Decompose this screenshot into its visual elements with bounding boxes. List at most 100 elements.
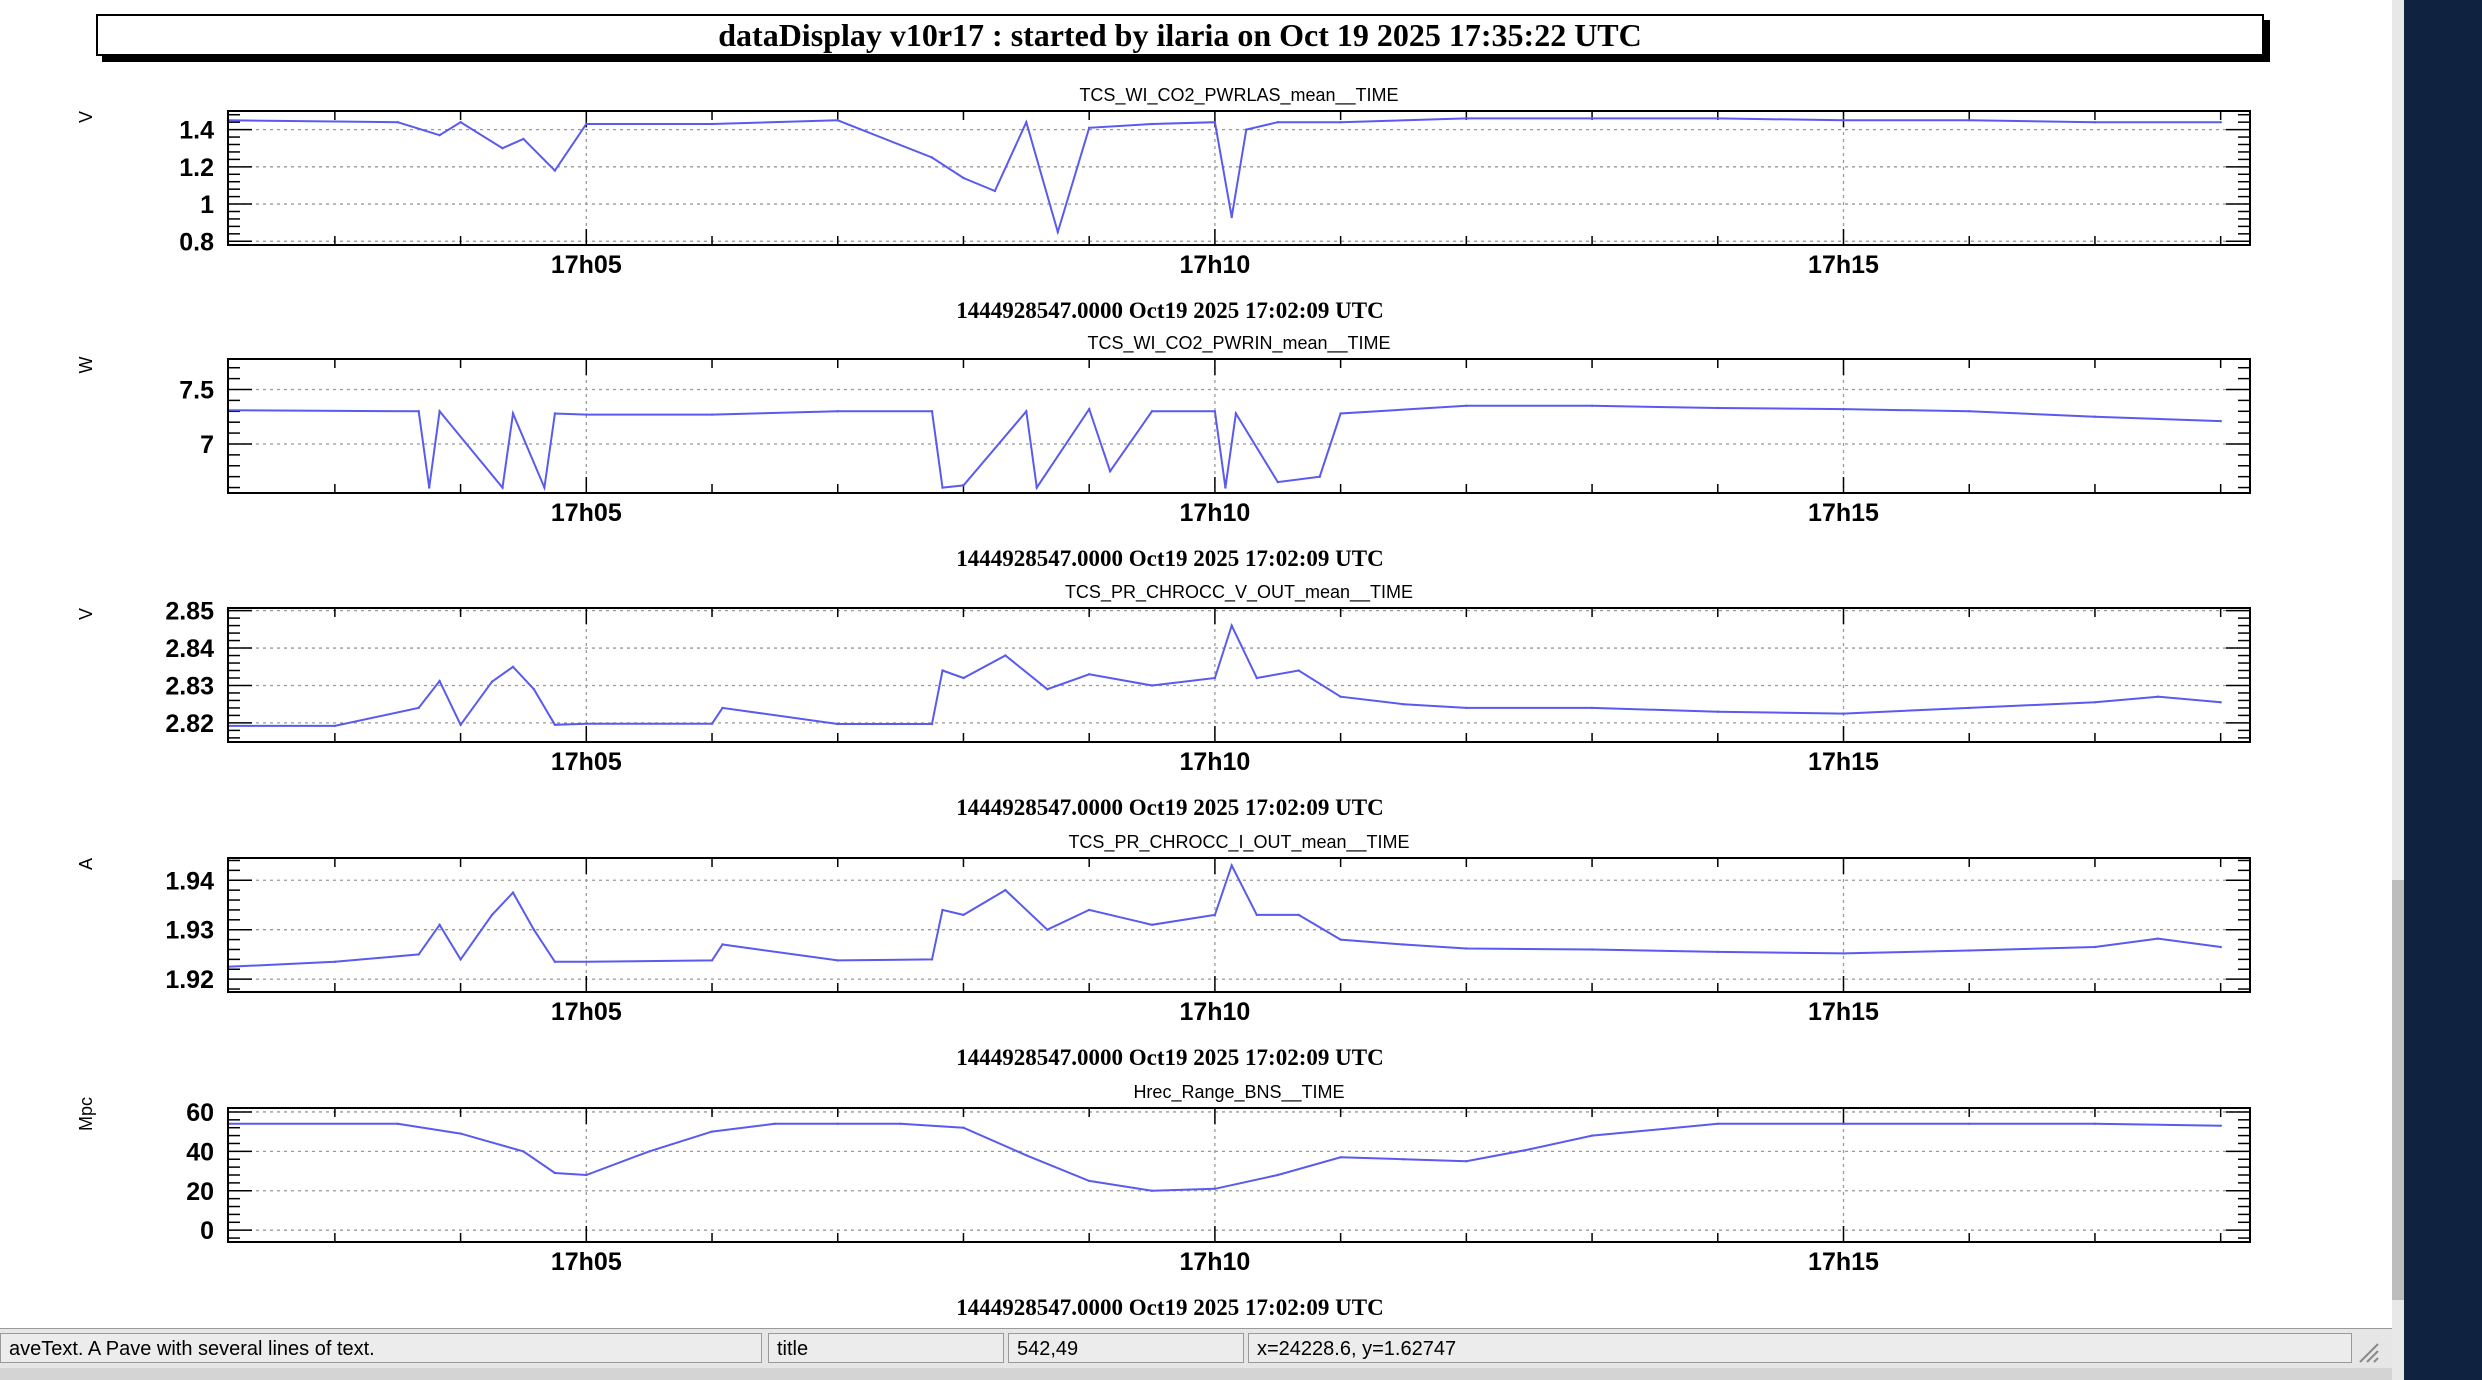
- data-point: [1046, 928, 1049, 931]
- data-point: [1402, 703, 1405, 706]
- plot-title: TCS_PR_CHROCC_V_OUT_mean__TIME: [1065, 582, 1413, 603]
- data-point: [585, 413, 588, 416]
- data-point: [543, 486, 546, 489]
- data-point: [710, 722, 714, 725]
- x-tick-label: 17h15: [1808, 998, 1879, 1026]
- y-tick-label: 0.8: [179, 228, 214, 256]
- plots-canvas[interactable]: 0.8 1 1.2 1.4 17h05 17h10 17h15 TCS_WI_CO2_PWRL…: [0, 0, 2392, 1328]
- data-point: [1150, 923, 1154, 926]
- data-point: [2156, 937, 2159, 940]
- data-point: [1842, 119, 1845, 122]
- data-point: [1088, 407, 1091, 411]
- data-point: [1842, 407, 1845, 411]
- data-point: [930, 156, 934, 159]
- y-tick-label: 1.4: [179, 117, 214, 145]
- data-point: [836, 1122, 839, 1126]
- data-point: [1230, 215, 1233, 219]
- y-tick-label: 0: [200, 1217, 214, 1245]
- y-tick-label: 20: [186, 1178, 214, 1206]
- x-tick-label: 17h05: [551, 251, 622, 279]
- plot-frame: [227, 110, 2251, 246]
- data-point: [1339, 938, 1342, 941]
- data-point: [438, 679, 441, 683]
- data-point: [1276, 480, 1280, 484]
- data-point: [1465, 117, 1468, 120]
- plot-title: TCS_WI_CO2_PWRIN_mean__TIME: [1087, 333, 1390, 354]
- data-point: [962, 913, 965, 917]
- data-point: [1968, 410, 1971, 413]
- y-tick-label: 40: [186, 1138, 214, 1166]
- y-tick-label: 60: [186, 1099, 214, 1127]
- desktop-background: [2392, 0, 2482, 1380]
- data-point: [585, 122, 588, 126]
- resize-grip-icon[interactable]: [2356, 1340, 2380, 1364]
- data-point: [490, 680, 494, 683]
- data-point: [438, 134, 441, 137]
- data-point: [1339, 695, 1342, 698]
- data-point: [899, 1122, 902, 1126]
- status-data-coords: x=24228.6, y=1.62747: [1248, 1333, 2352, 1363]
- time-offset-label: 1444928547.0000 Oct19 2025 17:02:09 UTC: [956, 1295, 1383, 1320]
- data-point: [1465, 947, 1468, 950]
- data-point: [1590, 706, 1594, 710]
- data-point: [1004, 654, 1007, 657]
- data-point: [1842, 712, 1845, 715]
- data-point: [1339, 121, 1342, 124]
- data-point: [501, 147, 504, 150]
- data-point: [553, 1171, 557, 1175]
- data-point: [501, 486, 504, 489]
- x-tick-label: 17h15: [1808, 499, 1879, 527]
- data-point: [1402, 1158, 1405, 1161]
- y-unit-label: W: [76, 357, 96, 374]
- data-point: [710, 959, 714, 962]
- data-point: [1088, 126, 1091, 129]
- x-tick-label: 17h10: [1179, 998, 1250, 1026]
- data-point: [1088, 1179, 1091, 1183]
- plot-title: Hrec_Range_BNS__TIME: [1133, 1082, 1344, 1103]
- data-point: [1150, 684, 1154, 687]
- data-point: [417, 953, 420, 956]
- time-offset-label: 1444928547.0000 Oct19 2025 17:02:09 UTC: [956, 298, 1383, 323]
- y-unit-label: V: [76, 608, 96, 620]
- y-unit-label: V: [76, 111, 96, 123]
- data-point: [428, 486, 431, 489]
- data-point: [773, 1122, 777, 1126]
- plot-title: TCS_WI_CO2_PWRLAS_mean__TIME: [1079, 85, 1398, 106]
- y-tick-label: 2.83: [165, 672, 214, 700]
- status-object-info: aveText. A Pave with several lines of te…: [0, 1333, 762, 1363]
- data-point: [721, 706, 724, 710]
- data-point: [1234, 412, 1238, 415]
- series-line: [228, 622, 2221, 727]
- title-pave[interactable]: dataDisplay v10r17 : started by ilaria o…: [96, 14, 2264, 56]
- data-point: [2219, 945, 2222, 949]
- data-point: [1108, 470, 1112, 473]
- x-tick-label: 17h05: [551, 1248, 622, 1276]
- data-point: [2093, 121, 2097, 124]
- data-point: [585, 960, 588, 963]
- x-tick-label: 17h10: [1179, 1248, 1250, 1276]
- plot-frame: [227, 358, 2251, 494]
- data-point: [511, 891, 515, 894]
- plot-frame: [227, 1107, 2251, 1243]
- data-point: [836, 959, 839, 962]
- y-unit-label: A: [76, 858, 96, 870]
- series-line: [227, 404, 2221, 492]
- data-point: [941, 908, 944, 912]
- data-point: [522, 137, 525, 141]
- data-point: [1528, 1148, 1531, 1151]
- data-point: [1465, 404, 1468, 407]
- data-point: [1590, 948, 1594, 951]
- x-tick-label: 17h05: [551, 748, 622, 776]
- plot-title: TCS_PR_CHROCC_I_OUT_mean__TIME: [1068, 832, 1409, 853]
- data-point: [993, 189, 997, 193]
- plot-area: [228, 359, 2250, 493]
- data-point: [1230, 864, 1233, 867]
- data-point: [930, 410, 934, 413]
- x-tick-label: 17h15: [1808, 251, 1879, 279]
- data-point: [2093, 415, 2097, 418]
- data-point: [438, 410, 441, 413]
- data-point: [1088, 908, 1091, 912]
- data-point: [836, 722, 839, 726]
- data-point: [1035, 486, 1039, 489]
- vertical-scrollbar-thumb[interactable]: [2392, 880, 2404, 1300]
